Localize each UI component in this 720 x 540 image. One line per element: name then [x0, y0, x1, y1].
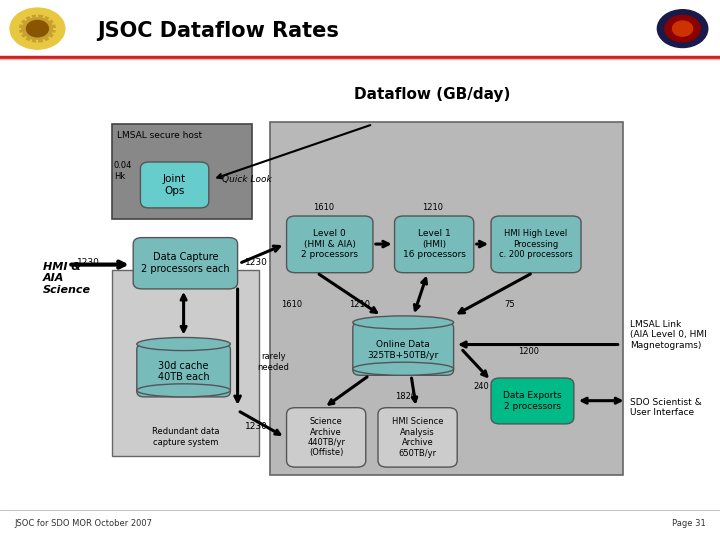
Circle shape [19, 15, 55, 42]
Text: 1200: 1200 [518, 347, 539, 355]
Text: Hk: Hk [114, 172, 125, 181]
Circle shape [665, 15, 700, 42]
Text: Redundant data
capture system: Redundant data capture system [152, 427, 219, 447]
Text: Joint
Ops: Joint Ops [163, 174, 186, 195]
Circle shape [27, 21, 48, 37]
Text: Science
Archive
440TB/yr
(Offiste): Science Archive 440TB/yr (Offiste) [307, 417, 345, 457]
FancyBboxPatch shape [140, 162, 209, 208]
FancyBboxPatch shape [491, 378, 574, 424]
Text: Quick Look: Quick Look [222, 175, 271, 184]
FancyBboxPatch shape [491, 216, 581, 273]
Text: Level 1
(HMI)
16 processors: Level 1 (HMI) 16 processors [402, 230, 466, 259]
Circle shape [657, 10, 708, 48]
Text: 1230: 1230 [77, 259, 100, 267]
Text: HMI Science
Analysis
Archive
650TB/yr: HMI Science Analysis Archive 650TB/yr [392, 417, 444, 457]
FancyBboxPatch shape [270, 122, 623, 475]
Circle shape [10, 8, 65, 49]
Text: 30d cache
40TB each: 30d cache 40TB each [158, 361, 210, 382]
Text: 1610: 1610 [281, 300, 302, 308]
FancyBboxPatch shape [112, 124, 252, 219]
Text: Dataflow (GB/day): Dataflow (GB/day) [354, 87, 510, 102]
Text: 75: 75 [504, 300, 515, 308]
Ellipse shape [137, 384, 230, 397]
Text: LMSAL Link
(AIA Level 0, HMI
Magnetograms): LMSAL Link (AIA Level 0, HMI Magnetogram… [630, 320, 707, 350]
Text: Online Data
325TB+50TB/yr: Online Data 325TB+50TB/yr [368, 340, 438, 360]
FancyBboxPatch shape [395, 216, 474, 273]
Text: rarely
needed: rarely needed [258, 352, 289, 372]
Text: HMI &
AIA
Science: HMI & AIA Science [43, 261, 91, 295]
Ellipse shape [137, 338, 230, 350]
Text: Level 0
(HMI & AIA)
2 processors: Level 0 (HMI & AIA) 2 processors [301, 230, 359, 259]
Text: LMSAL secure host: LMSAL secure host [117, 131, 202, 140]
Text: Page 31: Page 31 [672, 519, 706, 528]
Ellipse shape [353, 316, 454, 329]
FancyBboxPatch shape [133, 238, 238, 289]
Text: 1210: 1210 [422, 204, 444, 212]
Text: 0.04: 0.04 [114, 161, 132, 170]
FancyBboxPatch shape [287, 216, 373, 273]
Text: HMI High Level
Processing
c. 200 processors: HMI High Level Processing c. 200 process… [499, 230, 573, 259]
FancyBboxPatch shape [353, 322, 454, 375]
FancyBboxPatch shape [287, 408, 366, 467]
Text: SDO Scientist &
User Interface: SDO Scientist & User Interface [630, 398, 702, 417]
Text: Data Capture
2 processors each: Data Capture 2 processors each [141, 252, 230, 274]
Text: 1820: 1820 [395, 393, 417, 401]
FancyBboxPatch shape [378, 408, 457, 467]
Text: 1210: 1210 [349, 300, 371, 308]
Ellipse shape [353, 362, 454, 375]
Text: 240: 240 [474, 382, 490, 390]
FancyBboxPatch shape [112, 270, 259, 456]
Text: 1610: 1610 [313, 204, 335, 212]
Circle shape [672, 21, 693, 36]
FancyBboxPatch shape [137, 344, 230, 397]
Text: JSOC for SDO MOR October 2007: JSOC for SDO MOR October 2007 [14, 519, 153, 528]
Text: 1230: 1230 [245, 422, 268, 431]
Text: 1230: 1230 [245, 259, 268, 267]
Text: JSOC Dataflow Rates: JSOC Dataflow Rates [97, 21, 339, 41]
Text: Data Exports
2 processors: Data Exports 2 processors [503, 392, 562, 410]
FancyBboxPatch shape [0, 0, 720, 57]
